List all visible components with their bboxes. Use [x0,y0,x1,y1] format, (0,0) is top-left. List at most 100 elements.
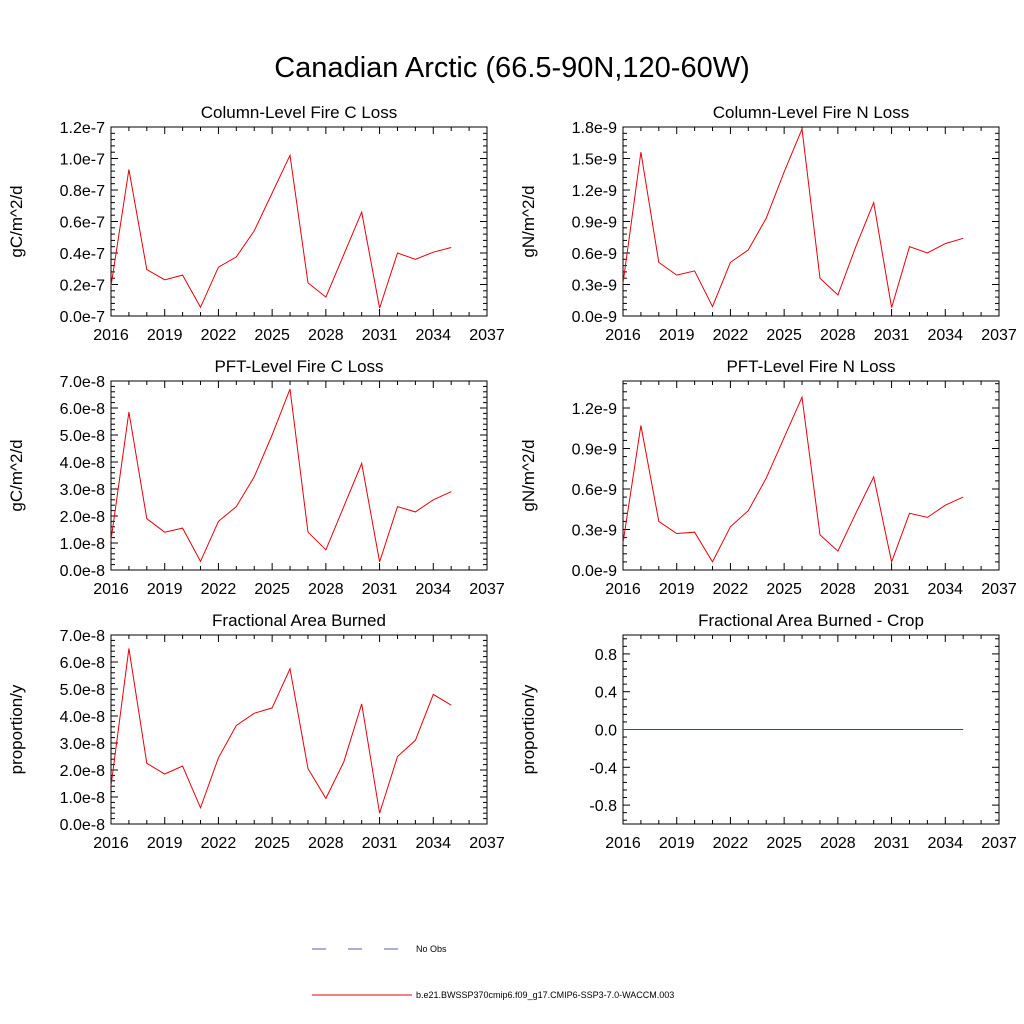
panel-2-ytick-label: 0.0e-9 [572,309,617,326]
panel-2-ytick-label: 0.6e-9 [572,246,617,263]
panel-6-xtick-label: 2025 [766,835,802,852]
panel-5-xtick-label: 2031 [362,835,398,852]
panel-1-ytick-label: 1.2e-7 [60,120,105,137]
panel-1-xtick-label: 2016 [93,327,129,344]
panel-1-xtick-label: 2025 [254,327,290,344]
panel-3-xtick-label: 2022 [201,581,237,598]
panel-5-frame [110,634,488,825]
panel-5-ytick-label: 4.0e-8 [60,709,105,726]
panel-4-ytick-label: 1.2e-9 [572,401,617,418]
panel-5-xtick-label: 2016 [93,835,129,852]
panel-6-ytick-label: 0.4 [595,685,617,702]
panel-2-ytick-label: 1.5e-9 [572,152,617,169]
panel-6-title: Fractional Area Burned - Crop [698,611,924,630]
panel-5-title: Fractional Area Burned [212,611,386,630]
panel-4-ytick-label: 0.3e-9 [572,523,617,540]
panel-2-xtick-label: 2022 [713,327,749,344]
panel-1-ylabel: gC/m^2/d [7,185,26,257]
panel-3-xtick-label: 2031 [362,581,398,598]
panel-1-ytick-label: 0.6e-7 [60,215,105,232]
panel-6-xtick-label: 2037 [981,835,1017,852]
panel-2-title: Column-Level Fire N Loss [713,103,910,122]
panel-5-ytick-label: 3.0e-8 [60,736,105,753]
panel-6-xtick-label: 2031 [874,835,910,852]
panel-5-ytick-label: 7.0e-8 [60,628,105,645]
panel-2-ytick-label: 0.9e-9 [572,215,617,232]
panel-4-title: PFT-Level Fire N Loss [726,357,895,376]
panel-1-xtick-label: 2019 [147,327,183,344]
panel-5-ytick-label: 1.0e-8 [60,790,105,807]
panel-4-frame [622,380,1000,571]
panel-6-ytick-label: -0.8 [589,798,617,815]
panel-2-xtick-label: 2037 [981,327,1017,344]
panel-2-xtick-label: 2028 [820,327,856,344]
panel-3-title: PFT-Level Fire C Loss [214,357,383,376]
panel-3-xtick-label: 2037 [469,581,505,598]
panel-4-xtick-label: 2025 [766,581,802,598]
panel-3-ytick-label: 3.0e-8 [60,482,105,499]
legend-label-model-run: b.e21.BWSSP370cmip6.f09_g17.CMIP6-SSP3-7… [416,990,675,1000]
panel-6-xtick-label: 2019 [659,835,695,852]
panel-1-title: Column-Level Fire C Loss [201,103,398,122]
panel-5-ytick-label: 5.0e-8 [60,682,105,699]
panel-5-ytick-label: 6.0e-8 [60,655,105,672]
panel-5-xtick-label: 2034 [415,835,451,852]
panel-1-ytick-label: 0.8e-7 [60,183,105,200]
panel-4-xtick-label: 2022 [713,581,749,598]
panel-1-xtick-label: 2037 [469,327,505,344]
panel-2-xtick-label: 2016 [605,327,641,344]
panel-4-ytick-label: 0.0e-9 [572,563,617,580]
panel-3-ytick-label: 4.0e-8 [60,455,105,472]
panel-5-xtick-label: 2037 [469,835,505,852]
panel-6-ytick-label: 0.8 [595,647,617,664]
panel-2-xtick-label: 2025 [766,327,802,344]
panel-3-series-line [110,388,452,563]
panel-2-ylabel: gN/m^2/d [519,185,538,257]
panel-1-ytick-label: 0.4e-7 [60,246,105,263]
panel-4-xtick-label: 2031 [874,581,910,598]
panel-5-xtick-label: 2019 [147,835,183,852]
panel-1-series-line [110,153,452,309]
panel-6-xtick-label: 2028 [820,835,856,852]
panel-5-ylabel: proportion/y [7,684,26,774]
panel-4-ytick-label: 0.6e-9 [572,482,617,499]
panel-5-series-line [110,648,452,814]
panel-6-xtick-label: 2034 [927,835,963,852]
panel-3-frame [110,380,488,571]
panel-2-ytick-label: 1.8e-9 [572,120,617,137]
panel-4-xtick-label: 2016 [605,581,641,598]
panel-3-ytick-label: 7.0e-8 [60,374,105,391]
panel-2-frame [622,126,1000,317]
panel-3-xtick-label: 2016 [93,581,129,598]
panel-3-xtick-label: 2019 [147,581,183,598]
panel-1-xtick-label: 2028 [308,327,344,344]
panel-3-ytick-label: 2.0e-8 [60,509,105,526]
figure-title: Canadian Arctic (66.5-90N,120-60W) [274,52,750,84]
panel-4-xtick-label: 2019 [659,581,695,598]
panel-6-xtick-label: 2022 [713,835,749,852]
panel-1-xtick-label: 2034 [415,327,451,344]
panel-3-ytick-label: 0.0e-8 [60,563,105,580]
panel-1-ytick-label: 1.0e-7 [60,152,105,169]
panel-6-ytick-label: 0.0 [595,723,617,740]
panel-4-xtick-label: 2034 [927,581,963,598]
panel-6-ytick-label: -0.4 [589,760,617,777]
panel-3-ytick-label: 6.0e-8 [60,401,105,418]
panel-4-xtick-label: 2028 [820,581,856,598]
panel-3-xtick-label: 2028 [308,581,344,598]
panel-6-xtick-label: 2016 [605,835,641,852]
panel-4-ytick-label: 0.9e-9 [572,442,617,459]
panel-4-series-line [622,395,964,564]
panel-2-xtick-label: 2019 [659,327,695,344]
panel-2-ytick-label: 0.3e-9 [572,278,617,295]
panel-3-xtick-label: 2025 [254,581,290,598]
panel-4-xtick-label: 2037 [981,581,1017,598]
panel-5-xtick-label: 2025 [254,835,290,852]
panel-3-ylabel: gC/m^2/d [7,439,26,511]
panel-3-ytick-label: 1.0e-8 [60,536,105,553]
panel-4-ylabel: gN/m^2/d [519,439,538,511]
panel-3-xtick-label: 2034 [415,581,451,598]
panel-5-ytick-label: 0.0e-8 [60,817,105,834]
panel-5-xtick-label: 2022 [201,835,237,852]
